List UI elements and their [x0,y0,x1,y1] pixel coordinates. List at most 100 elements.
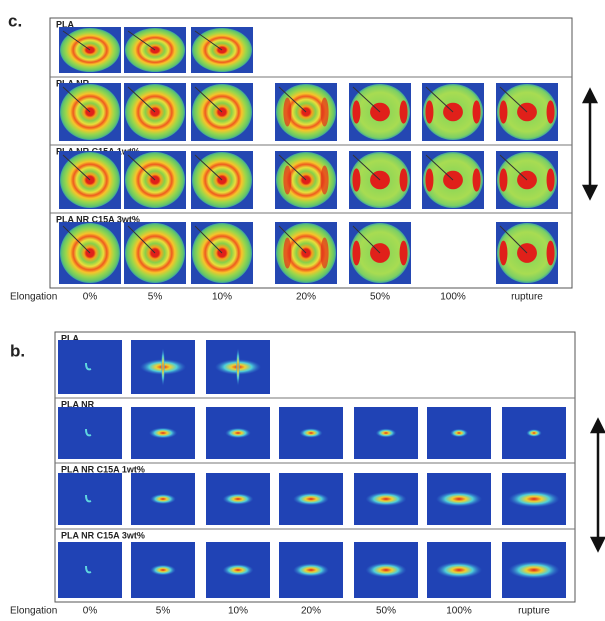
scattering-pattern [59,222,121,284]
scattering-pattern [191,151,253,209]
panel-label: b. [10,341,25,360]
pattern [150,564,176,576]
pattern [236,348,240,386]
beam-stop [127,154,156,181]
scattering-pattern [124,151,186,209]
beam-stop [62,154,91,181]
pattern [320,237,329,269]
scattering-pattern [279,542,343,598]
row-label: PLA NR [61,399,95,409]
column-label: rupture [511,292,543,303]
scattering-pattern [58,473,122,525]
column-label: rupture [518,606,550,617]
scattering-pattern [58,407,122,459]
pattern [508,490,560,508]
pattern [435,561,483,579]
axis-label: Elongation [10,606,57,617]
pattern-bg [58,407,122,459]
beam-stop [499,154,528,181]
column-label: 0% [83,292,98,303]
scattering-pattern [59,151,121,209]
scattering-pattern [427,542,491,598]
scattering-pattern [275,151,337,209]
pattern [293,492,329,506]
scattering-pattern [58,340,122,394]
scattering-pattern [131,542,195,598]
pattern [472,100,481,124]
scattering-pattern [206,542,270,598]
column-label: 50% [376,606,396,617]
arrow [581,87,605,553]
panel-frame [49,17,573,289]
pattern [352,168,361,192]
pattern [222,563,254,577]
pattern [526,429,542,437]
scattering-pattern [131,407,195,459]
pattern [283,165,292,195]
pattern [352,240,361,266]
pattern [425,168,434,192]
beam-stop [278,86,307,113]
scattering-pattern [275,222,337,284]
scattering-pattern [191,222,253,284]
panel-frame [54,331,576,603]
scattering-pattern [496,222,558,284]
pattern [150,493,176,505]
column-label: 5% [156,606,171,617]
scattering-pattern [206,340,270,394]
scattering-pattern [354,407,418,459]
scattering-pattern [496,83,558,141]
scattering-pattern [58,542,122,598]
column-label: 50% [370,292,390,303]
pattern [225,427,251,439]
pattern [375,428,397,438]
pattern [435,491,483,507]
beam-stop [127,30,156,51]
pattern [546,240,555,266]
column-label: 100% [440,292,466,303]
pattern [365,492,407,506]
beam-stop [194,86,223,113]
beam-stop [499,225,528,254]
column-label: 100% [446,606,472,617]
scattering-pattern [349,83,411,141]
column-label: 10% [228,606,248,617]
pattern [299,428,323,438]
pattern [85,494,92,503]
pattern [161,348,165,386]
panel-label: c. [8,11,22,30]
pattern [283,97,292,127]
pattern [546,100,555,124]
beam-stop [352,225,381,254]
scattering-pattern [502,407,566,459]
pattern [508,561,560,579]
pattern [85,565,92,574]
column-label: 20% [296,292,316,303]
pattern [320,97,329,127]
beam-stop [127,86,156,113]
pattern [499,240,508,266]
scattering-pattern [422,83,484,141]
row-label: PLA NR C15A 3wt% [56,214,140,224]
column-label: 20% [301,606,321,617]
scattering-pattern [279,473,343,525]
pattern [399,100,408,124]
scattering-pattern [59,27,121,73]
scattering-pattern [206,407,270,459]
column-label: 5% [148,292,163,303]
pattern [283,237,292,269]
scattering-pattern [354,473,418,525]
column-label: 0% [83,606,98,617]
pattern [222,493,254,505]
row-label: PLA [56,19,75,29]
scattering-pattern [496,151,558,209]
beam-stop [425,86,454,113]
row-label: PLA NR C15A 1wt% [61,464,145,474]
scattering-pattern [349,222,411,284]
pattern [365,562,407,578]
beam-stop [194,225,223,254]
scattering-pattern [206,473,270,525]
scattering-pattern [131,340,195,394]
scattering-pattern [191,83,253,141]
